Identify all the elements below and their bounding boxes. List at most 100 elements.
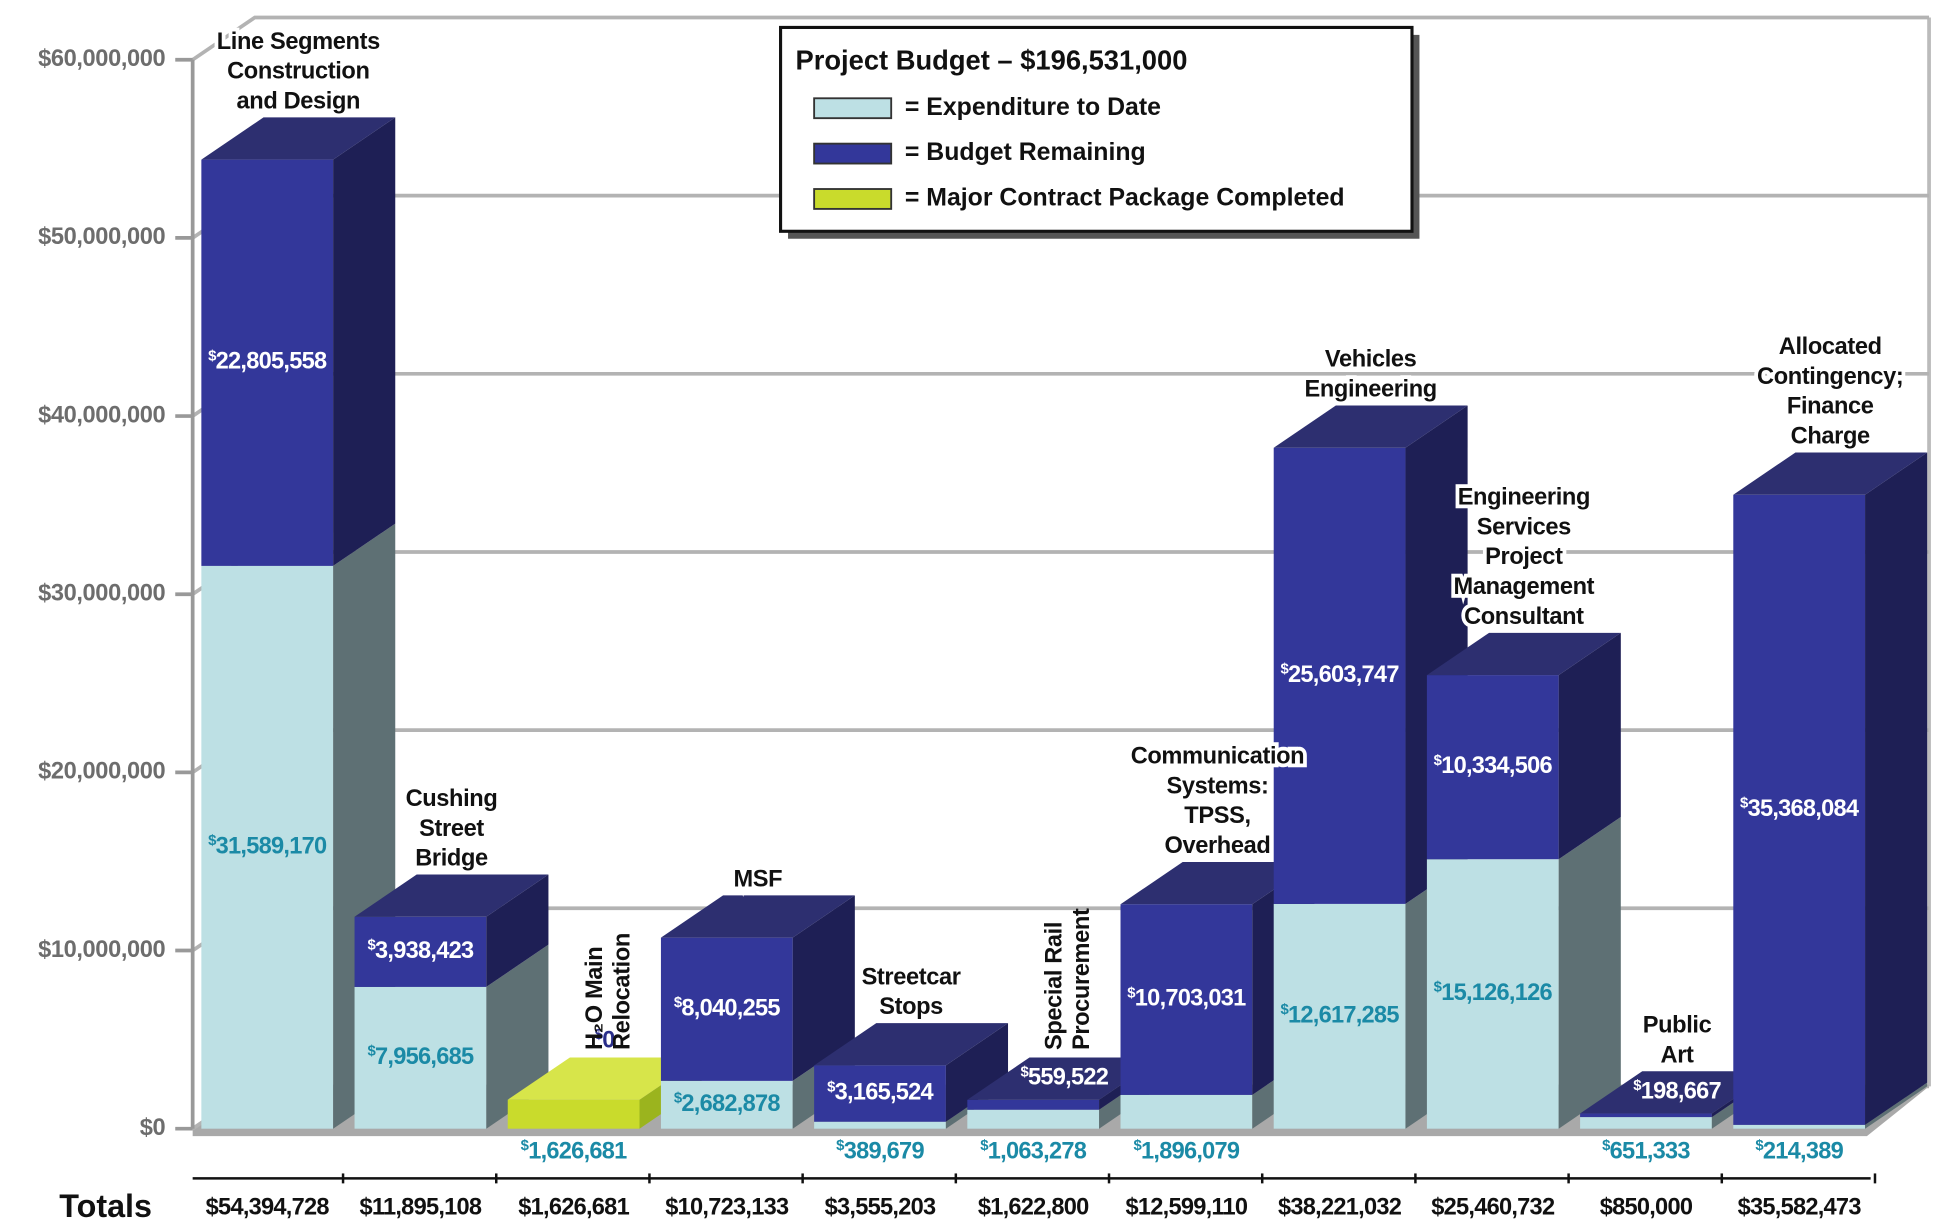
y-tick-label: $50,000,000: [38, 224, 165, 250]
y-tick-label: $30,000,000: [38, 580, 165, 606]
legend-swatch: [813, 97, 893, 120]
legend-label: = Expenditure to Date: [905, 94, 1161, 121]
bar-remaining-top: [814, 1023, 1009, 1066]
legend-swatch: [813, 188, 893, 210]
total-label: $12,599,110: [1125, 1194, 1247, 1220]
category-label: Cushing Street Bridge: [406, 786, 498, 872]
total-label: $850,000: [1600, 1194, 1693, 1220]
value-label-expenditure: $389,679: [836, 1138, 924, 1165]
bar-expenditure: [1733, 1124, 1866, 1129]
grid-line: [191, 15, 1930, 62]
grid-line: [191, 371, 1930, 418]
total-label: $35,582,473: [1738, 1194, 1862, 1220]
bar-remaining: [1733, 494, 1866, 1125]
value-label-expenditure: $651,333: [1602, 1138, 1690, 1165]
bar-expenditure: [660, 1080, 793, 1129]
legend-title: Project Budget – $196,531,000: [795, 44, 1187, 75]
y-tick-label: $10,000,000: [38, 937, 165, 963]
total-label: $1,626,681: [518, 1194, 629, 1220]
bar-remaining: [814, 1065, 946, 1122]
bar-remaining: [1273, 447, 1406, 904]
total-label: $3,555,203: [825, 1194, 936, 1220]
grid-line: [191, 728, 1930, 774]
bar-expenditure: [1426, 859, 1559, 1129]
total-label: $38,221,032: [1278, 1194, 1402, 1220]
total-label: $11,895,108: [360, 1194, 482, 1220]
value-label-expenditure: $1,626,681: [521, 1138, 627, 1165]
bar-remaining-side: [792, 895, 855, 1081]
bar-remaining-side: [486, 874, 549, 987]
bar-remaining: [967, 1099, 1100, 1110]
bar-expenditure: [1580, 1117, 1712, 1129]
value-label-expenditure: $2,682,878: [674, 1091, 780, 1118]
value-label-remaining: $0: [595, 1027, 616, 1054]
bar-expenditure-top: [507, 1057, 702, 1100]
bar-remaining-top: [354, 874, 549, 917]
bar-remaining-top: [1733, 452, 1928, 495]
value-label-remaining: $25,603,747: [1280, 662, 1399, 689]
category-label: Line Segments Construction and Design: [217, 29, 380, 115]
bar-remaining: [660, 937, 793, 1081]
legend: Project Budget – $196,531,000 = Expenditu…: [779, 25, 1420, 239]
category-label: Communication Systems: TPSS, Overhead: [1131, 744, 1305, 859]
legend-label: = Major Contract Package Completed: [905, 185, 1345, 212]
category-label: Public Art: [1643, 1013, 1712, 1069]
total-label: $1,622,800: [978, 1194, 1089, 1220]
bar-remaining-top: [201, 117, 396, 160]
value-label-remaining: $8,040,255: [674, 995, 780, 1022]
bar-remaining-top: [1120, 861, 1315, 905]
bar-remaining-top: [967, 1057, 1162, 1100]
bar-expenditure: [354, 986, 487, 1129]
value-label-remaining: $10,334,506: [1434, 753, 1553, 780]
value-label-expenditure: $12,617,285: [1280, 1002, 1399, 1029]
bar-remaining: [354, 916, 487, 987]
bar-expenditure: [507, 1099, 640, 1129]
bar-remaining: [201, 159, 334, 566]
labels: $31,589,170 $22,805,558 Line Segments Const…: [59, 25, 1907, 1222]
y-tick-label: $20,000,000: [38, 759, 165, 785]
bar-remaining-side: [945, 1023, 1009, 1122]
value-label-remaining: $22,805,558: [208, 348, 327, 375]
category-label: H₂O MainRelocation: [582, 933, 635, 1050]
category-label: Allocated Contingency; Finance Charge: [1757, 334, 1903, 449]
bar-remaining-side: [333, 117, 396, 566]
bar-expenditure-side: [1865, 1082, 1928, 1129]
category-label: Special RailProcurement: [1042, 908, 1095, 1050]
bar-expenditure: [814, 1121, 946, 1129]
bar-remaining-top: [1426, 632, 1621, 676]
value-label-expenditure: $31,589,170: [208, 833, 327, 860]
bar-expenditure: [1273, 903, 1406, 1129]
value-label-remaining: $559,522: [1020, 1064, 1108, 1091]
value-label-remaining: $3,165,524: [827, 1079, 933, 1106]
value-label-expenditure: $7,956,685: [367, 1044, 473, 1071]
bar-expenditure: [967, 1109, 1100, 1129]
bar-expenditure: [201, 565, 334, 1129]
bar-remaining-top: [1273, 405, 1468, 448]
legend-label: = Budget Remaining: [905, 139, 1146, 166]
value-label-remaining: $10,703,031: [1127, 985, 1246, 1012]
bar-remaining-side: [1865, 452, 1928, 1125]
y-tick-label: $60,000,000: [38, 46, 165, 72]
category-label: Streetcar Stops: [862, 965, 961, 1021]
value-label-expenditure: $1,063,278: [980, 1138, 1086, 1165]
value-label-expenditure: $1,896,079: [1133, 1138, 1239, 1165]
value-label-remaining: $3,938,423: [367, 938, 473, 965]
total-label: $54,394,728: [206, 1194, 330, 1220]
value-label-remaining: $35,368,084: [1740, 796, 1859, 823]
totals-title: Totals: [59, 1188, 152, 1222]
bar-remaining-side: [1558, 632, 1621, 860]
bar-expenditure: [1120, 1094, 1253, 1129]
category-label: Vehicles Engineering: [1304, 347, 1436, 403]
total-label: $25,460,732: [1431, 1194, 1555, 1220]
y-tick-label: $0: [140, 1115, 166, 1141]
bar-remaining: [1426, 675, 1559, 860]
value-label-expenditure: $214,389: [1755, 1138, 1843, 1165]
grid-line: [191, 550, 1930, 596]
bar-remaining: [1120, 904, 1253, 1095]
legend-swatch: [813, 142, 893, 165]
value-label-remaining: $198,667: [1633, 1078, 1721, 1105]
value-label-expenditure: $15,126,126: [1434, 980, 1553, 1007]
category-label: Engineering Services Project Management Cons…: [1454, 485, 1595, 630]
bar-expenditure-side: [1558, 816, 1621, 1129]
